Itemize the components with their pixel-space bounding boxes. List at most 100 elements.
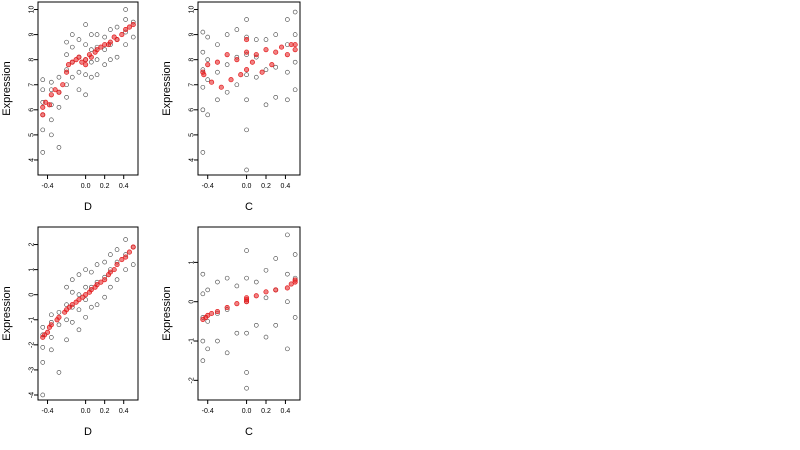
y-tick-label: -1 (28, 317, 35, 323)
fitted-point (263, 47, 269, 53)
y-tick-label: 9 (28, 33, 35, 37)
observed-point (123, 7, 128, 12)
x-tick-label: 0.4 (119, 183, 129, 190)
fitted-point (123, 254, 129, 260)
x-axis-title: C (245, 201, 253, 213)
observed-point (292, 9, 298, 15)
y-axis-title: Expression (161, 61, 173, 115)
fitted-point (228, 77, 234, 83)
observed-point (263, 295, 269, 301)
y-tick-label: 10 (28, 6, 35, 14)
observed-point (56, 370, 62, 375)
y-axis-title: Expression (1, 61, 13, 115)
fitted-point (214, 59, 220, 65)
fitted-point (205, 62, 211, 68)
y-tick-label: 7 (28, 83, 35, 87)
observed-point (40, 392, 46, 398)
y-tick-label: -4 (28, 392, 35, 398)
fitted-point (253, 52, 259, 58)
fitted-point (244, 37, 250, 43)
y-axis-title: Expression (1, 286, 13, 340)
observed-point (253, 279, 259, 285)
observed-point (224, 62, 230, 67)
plot-frame (37, 226, 139, 401)
fitted-point (40, 112, 46, 118)
observed-point (224, 89, 230, 95)
observed-point (49, 117, 54, 123)
observed-point (114, 247, 120, 252)
x-tick-label: -0.4 (202, 408, 214, 415)
x-axis-title: D (84, 426, 92, 438)
fitted-point (119, 32, 125, 38)
y-tick-label: 4 (188, 158, 195, 162)
observed-point (200, 271, 206, 277)
fitted-point (119, 257, 125, 263)
plot-frame (197, 1, 301, 176)
observed-point (292, 252, 298, 257)
y-tick-label: 10 (188, 6, 195, 14)
fitted-point (123, 27, 129, 33)
observed-point (40, 345, 46, 350)
observed-point (130, 262, 136, 267)
fitted-point (130, 244, 136, 250)
x-tick-label: -0.4 (202, 183, 214, 190)
fitted-point (48, 92, 54, 98)
plot-frame (197, 226, 301, 401)
observed-point (76, 292, 82, 297)
y-tick-label: -2 (28, 342, 35, 348)
y-axis-title: Expression (161, 286, 173, 340)
fitted-point (238, 72, 244, 78)
fitted-point (288, 281, 294, 287)
fitted-point (259, 69, 265, 75)
observed-point (102, 62, 107, 67)
panel-top-left: -0.4 0.0 0.2 0.4 4 5 6 7 8 9 10 D Expression (1, 1, 139, 213)
fitted-point (205, 312, 211, 319)
observed-point (273, 322, 279, 328)
observed-point (56, 74, 62, 80)
observed-point (244, 330, 249, 336)
observed-point (114, 54, 120, 60)
x-tick-label: -0.4 (41, 183, 53, 190)
observed-point (224, 32, 230, 37)
observed-point (69, 319, 75, 325)
observed-point (102, 47, 107, 52)
observed-point (49, 347, 54, 353)
observed-point (205, 34, 211, 40)
observed-point (273, 94, 279, 100)
x-axis-title: D (84, 201, 92, 213)
fitted-point (69, 59, 75, 65)
y-tick-label: 7 (188, 83, 195, 87)
y-tick-label: 0 (188, 300, 195, 304)
observed-point (40, 360, 46, 365)
observed-point (200, 150, 206, 155)
observed-point (76, 37, 82, 42)
observed-point (83, 314, 88, 320)
fitted-point (209, 310, 215, 317)
fitted-point (69, 302, 75, 308)
x-tick-label: 0.2 (261, 183, 271, 190)
fitted-point (292, 277, 298, 283)
observed-point (205, 346, 211, 352)
observed-point (76, 87, 82, 93)
observed-point (102, 34, 107, 40)
fitted-point (94, 282, 100, 288)
observed-point (64, 284, 69, 290)
observed-point (244, 17, 249, 22)
fitted-point (269, 62, 275, 68)
fitted-point (234, 57, 240, 63)
fitted-point (244, 297, 250, 303)
fitted-point (107, 39, 113, 45)
y-tick-label: 6 (188, 108, 195, 112)
observed-point (64, 94, 69, 100)
observed-point (123, 267, 128, 272)
observed-point (285, 69, 290, 75)
x-tick-label: 0.2 (100, 183, 110, 190)
observed-point (200, 29, 206, 35)
observed-point (49, 312, 54, 318)
fitted-point (83, 62, 89, 68)
observed-point (108, 27, 113, 32)
fitted-point (209, 79, 215, 85)
x-tick-label: 0.0 (81, 408, 91, 415)
observed-point (234, 330, 240, 336)
fitted-point (249, 59, 255, 65)
